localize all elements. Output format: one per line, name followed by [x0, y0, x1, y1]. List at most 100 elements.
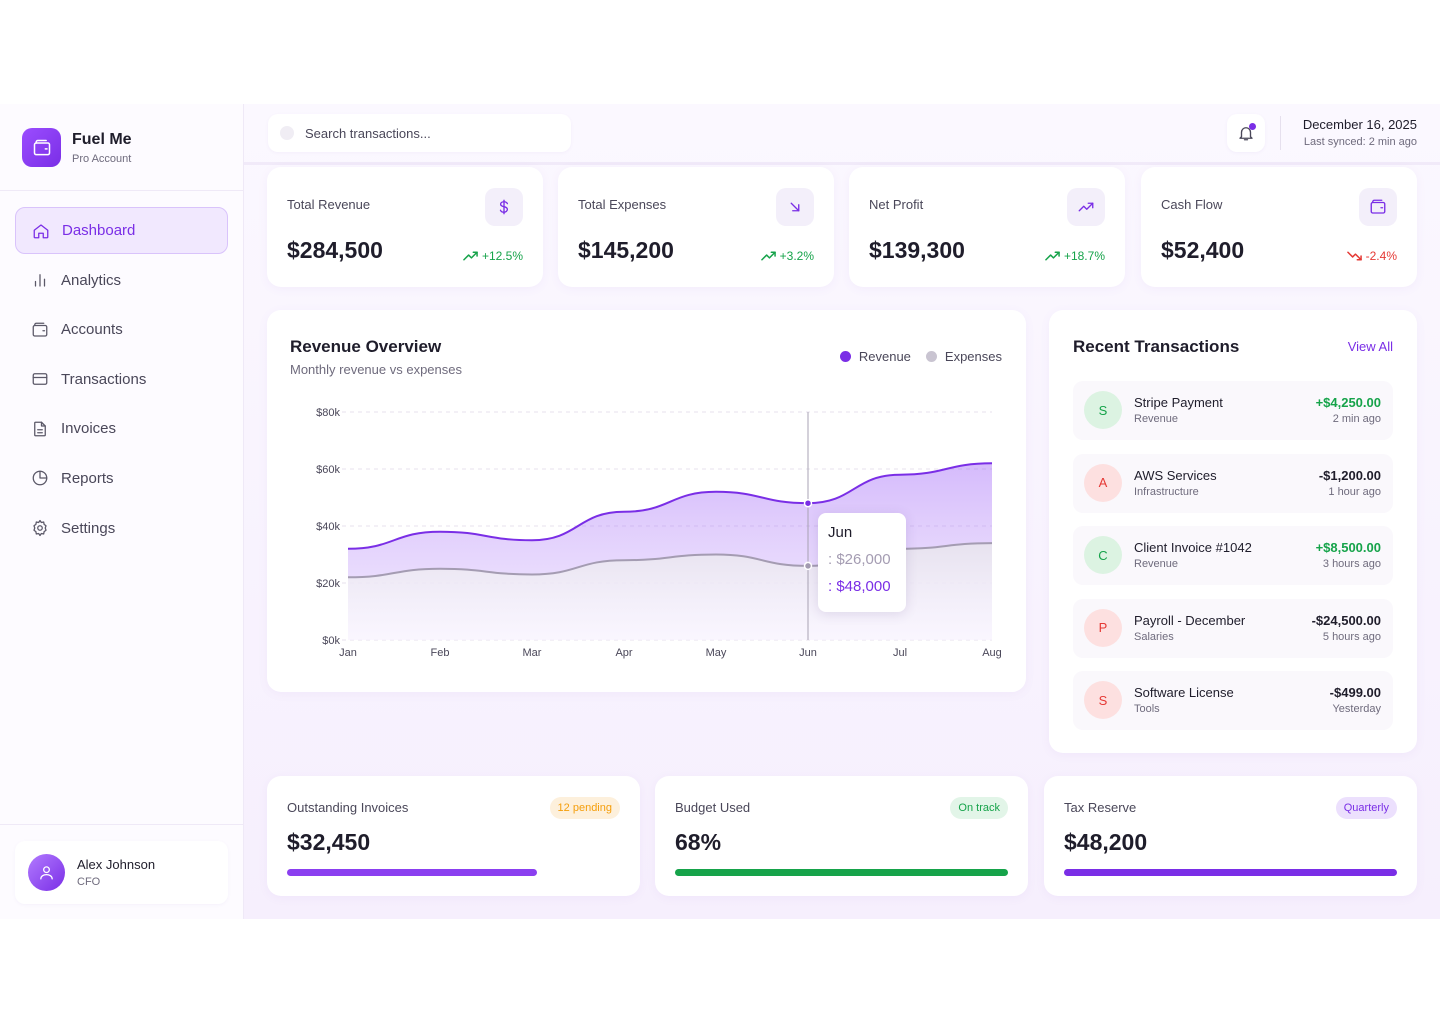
card-label: Budget Used — [675, 800, 751, 815]
transaction-item[interactable]: A AWS Services Infrastructure -$1,200.00 1 h… — [1073, 453, 1393, 513]
tax-reserve-card[interactable]: Tax Reserve Quarterly $48,200 — [1044, 776, 1417, 896]
sidebar-item-accounts[interactable]: Accounts — [15, 306, 228, 353]
sidebar-item-label: Invoices — [61, 420, 117, 438]
revenue-chart[interactable]: $0k $20k $40k $60k $80k Jan Feb Mar Apr May Jun Jul… — [267, 310, 1026, 692]
transaction-category: Revenue — [1134, 558, 1179, 570]
transaction-time: 2 min ago — [1332, 413, 1381, 425]
transaction-time: 1 hour ago — [1328, 485, 1381, 498]
notification-dot — [1249, 123, 1256, 130]
y-tick-label: $80k — [316, 407, 340, 419]
card-value: $48,200 — [1064, 829, 1148, 855]
legend-swatch — [925, 351, 937, 362]
kpi-card-cash-flow[interactable]: Cash Flow $52,400 -2.4% — [1141, 167, 1417, 287]
user-profile-card[interactable]: Alex Johnson CFO — [15, 841, 228, 904]
x-tick-label: Mar — [523, 647, 542, 659]
sidebar-item-settings[interactable]: Settings — [15, 505, 228, 552]
view-all-link[interactable]: View All — [1347, 339, 1393, 354]
avatar: S — [1084, 391, 1122, 429]
transaction-name: AWS Services — [1134, 467, 1217, 483]
transaction-amount: -$499.00 — [1329, 685, 1381, 700]
brand[interactable]: Fuel Me Pro Account — [22, 128, 132, 167]
date-block: December 16, 2025 Last synced: 2 min ago — [1303, 117, 1417, 148]
avatar: A — [1084, 463, 1122, 502]
legend-swatch — [839, 351, 851, 362]
trend-up-icon — [463, 251, 478, 261]
sidebar-item-label: Dashboard — [62, 222, 136, 239]
notifications-button[interactable] — [1227, 114, 1265, 152]
budget-used-card[interactable]: Budget Used On track 68% — [655, 776, 1028, 896]
divider — [1280, 116, 1281, 150]
chart-tooltip: Jun : $26,000 : $48,000 — [818, 513, 906, 612]
search-input[interactable] — [305, 125, 555, 141]
transaction-item[interactable]: P Payroll - December Salaries -$24,500.00 5 … — [1073, 598, 1393, 658]
x-tick-label: Jul — [893, 647, 907, 659]
sidebar-item-invoices[interactable]: Invoices — [15, 405, 228, 452]
avatar — [28, 854, 65, 891]
x-tick-label: Aug — [982, 647, 1002, 659]
y-tick-label: $0k — [322, 635, 340, 647]
kpi-value: $284,500 — [287, 237, 383, 263]
legend-item-expenses[interactable]: Expenses — [925, 349, 1002, 364]
wallet-logo-icon — [22, 128, 61, 167]
sidebar-item-dashboard[interactable]: Dashboard — [15, 207, 228, 254]
chart-title: Revenue Overview — [290, 337, 442, 356]
search-icon — [280, 126, 294, 140]
dollar-icon — [485, 188, 523, 226]
user-name: Alex Johnson — [77, 857, 156, 872]
transaction-name: Payroll - December — [1134, 612, 1246, 628]
transaction-amount: -$24,500.00 — [1311, 612, 1381, 628]
kpi-card-total-revenue[interactable]: Total Revenue $284,500 +12.5% — [267, 167, 543, 287]
transaction-category: Salaries — [1134, 630, 1174, 643]
transaction-item[interactable]: C Client Invoice #1042 Revenue +$8,500.00 3 … — [1073, 526, 1393, 585]
divider — [0, 824, 244, 825]
kpi-change: +18.7% — [1045, 249, 1105, 263]
transaction-time: 3 hours ago — [1322, 558, 1381, 570]
sidebar-item-reports[interactable]: Reports — [15, 455, 228, 502]
sidebar-item-analytics[interactable]: Analytics — [15, 257, 228, 304]
avatar: P — [1084, 608, 1122, 647]
sidebar-item-label: Accounts — [61, 321, 123, 339]
sidebar-item-transactions[interactable]: Transactions — [15, 356, 228, 403]
trend-down-icon — [1346, 251, 1362, 261]
kpi-change: -2.4% — [1346, 249, 1397, 263]
sidebar-item-label: Transactions — [61, 370, 147, 388]
transaction-amount: -$1,200.00 — [1318, 467, 1381, 483]
trending-up-icon — [1067, 188, 1105, 226]
transaction-item[interactable]: S Stripe Payment Revenue +$4,250.00 2 min ag… — [1073, 381, 1393, 440]
transaction-name: Stripe Payment — [1134, 395, 1223, 410]
x-tick-label: Feb — [431, 647, 450, 659]
revenue-overview-card: Revenue Overview Monthly revenue vs expe… — [267, 310, 1026, 692]
sidebar-item-label: Analytics — [61, 271, 122, 289]
outstanding-invoices-card[interactable]: Outstanding Invoices 12 pending $32,450 — [267, 776, 640, 896]
status-badge: 12 pending — [549, 797, 620, 819]
legend-item-revenue[interactable]: Revenue — [839, 349, 911, 364]
status-badge: Quarterly — [1335, 797, 1397, 819]
card-value: 68% — [675, 829, 722, 855]
divider — [0, 190, 244, 191]
kpi-value: $145,200 — [578, 237, 674, 263]
kpi-card-net-profit[interactable]: Net Profit $139,300 +18.7% — [849, 167, 1125, 287]
kpi-value: $52,400 — [1161, 237, 1245, 263]
bar-chart-icon — [34, 274, 46, 287]
search-bar[interactable] — [268, 114, 571, 152]
y-tick-label: $60k — [316, 464, 340, 476]
transaction-time: Yesterday — [1332, 703, 1381, 715]
header-divider — [244, 162, 1440, 165]
kpi-card-total-expenses[interactable]: Total Expenses $145,200 +3.2% — [558, 167, 834, 287]
transaction-name: Software License — [1134, 685, 1234, 700]
tooltip-expenses: : $26,000 — [828, 551, 891, 568]
progress-bar — [287, 869, 537, 876]
kpi-label: Total Revenue — [287, 197, 371, 212]
transaction-item[interactable]: S Software License Tools -$499.00 Yesterday — [1073, 671, 1393, 730]
document-icon — [34, 421, 46, 437]
app-window: Fuel Me Pro Account Dashboard Analytics … — [0, 104, 1440, 919]
credit-card-icon — [32, 373, 48, 386]
x-tick-label: Jan — [339, 647, 357, 659]
transaction-category: Revenue — [1134, 413, 1179, 425]
kpi-change: +3.2% — [760, 249, 814, 263]
progress-fill — [675, 869, 1008, 876]
avatar: C — [1084, 536, 1122, 574]
gear-icon — [33, 519, 47, 537]
chart-legend: Revenue Expenses — [825, 349, 1002, 364]
current-date: December 16, 2025 — [1302, 117, 1417, 132]
